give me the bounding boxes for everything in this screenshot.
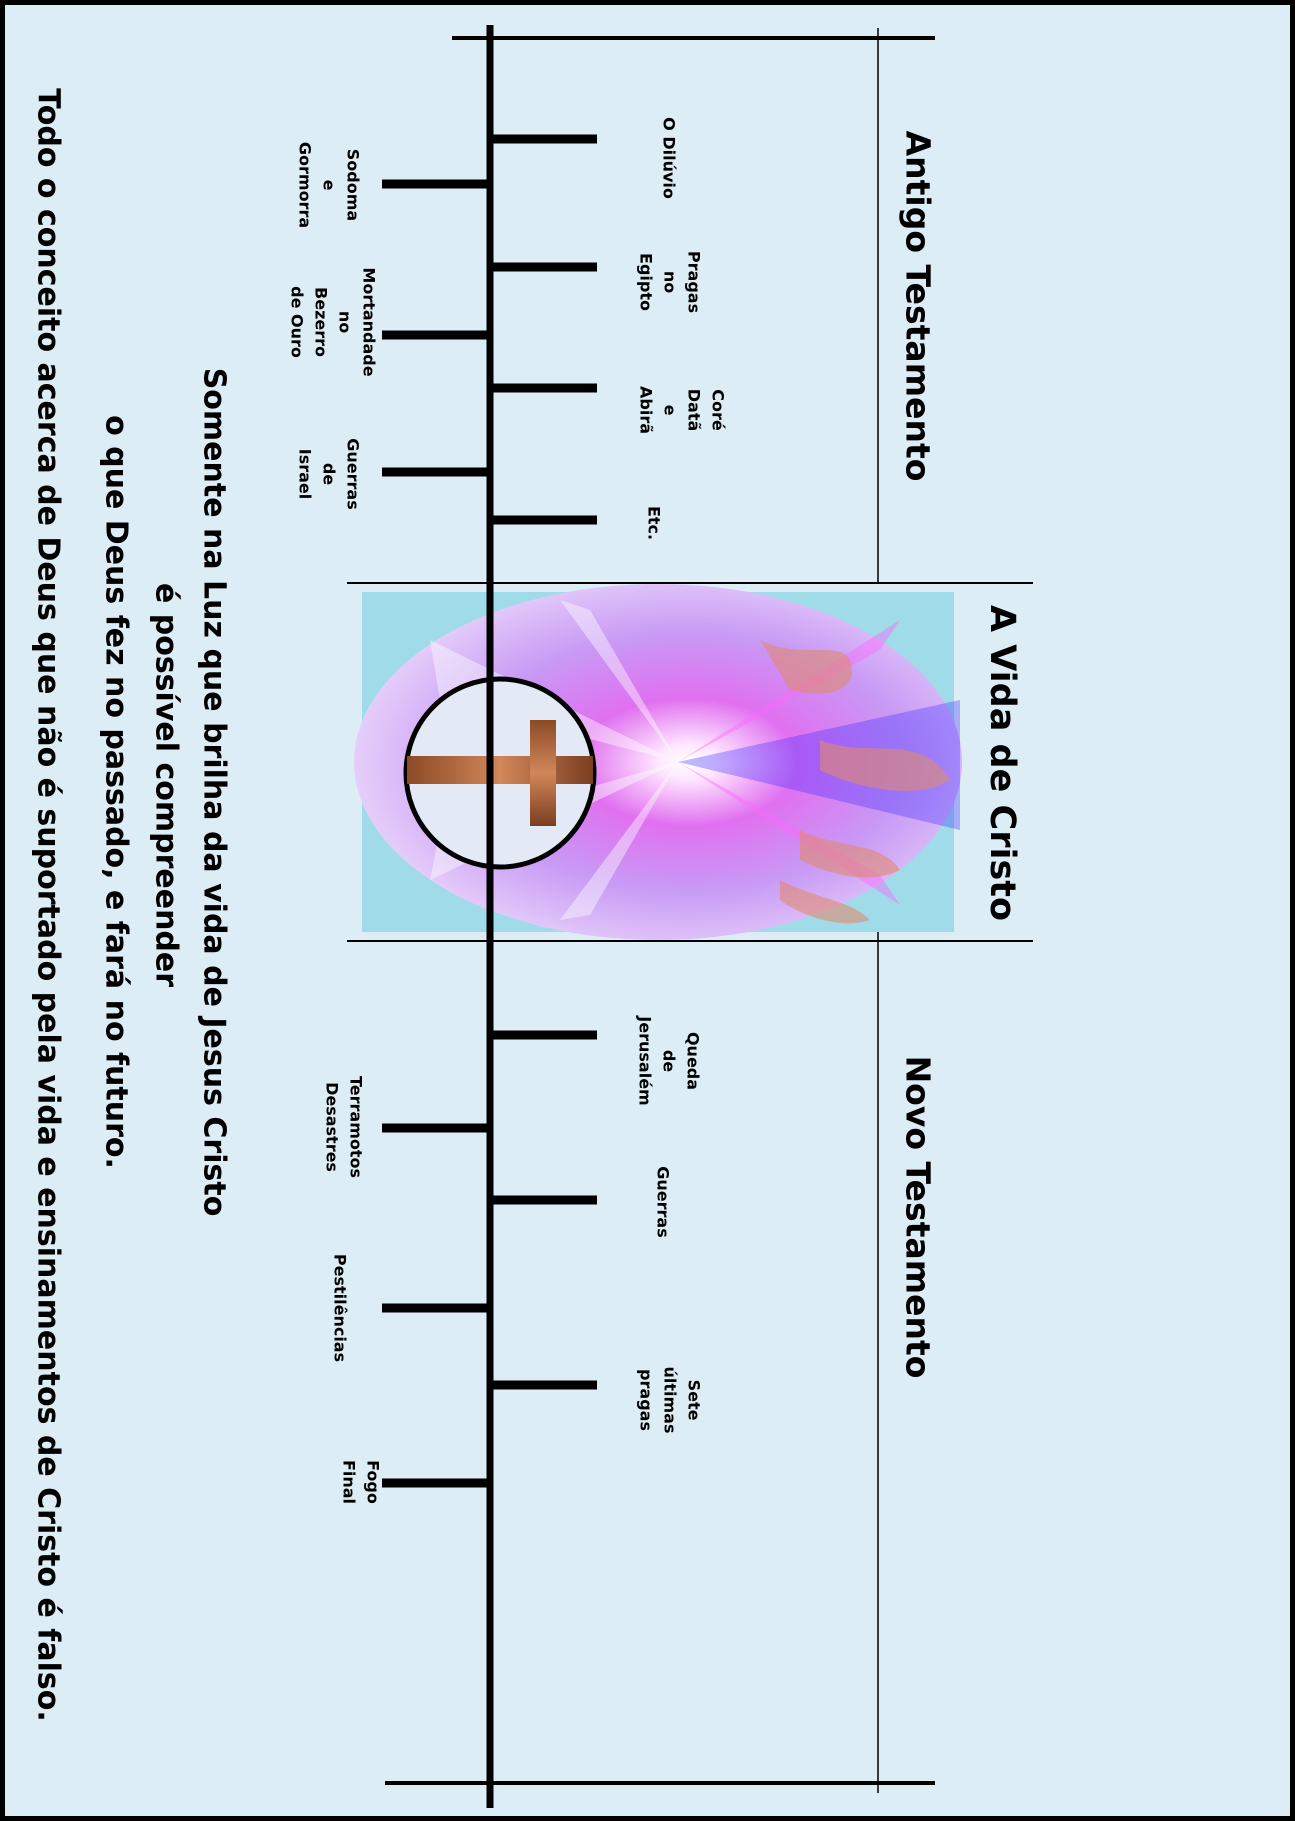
event-label-line: O Dilúvio <box>660 117 679 199</box>
ticks-left <box>382 179 490 1488</box>
event-etc: Etc. <box>645 506 664 540</box>
event-label-line: e <box>320 180 339 191</box>
event-label-line: de Ouro <box>288 286 307 358</box>
message-line-4: Todo o conceito acerca de Deus que não é… <box>31 88 66 1721</box>
event-labels: O DilúvioSodomaeGormorraPragasnoEgiptoMo… <box>288 117 728 1504</box>
event-label-line: e <box>661 405 680 416</box>
event-label-line: Gormorra <box>296 142 315 228</box>
event-label-line: no <box>336 311 355 333</box>
event-guerras-israel: Guerras de Israel <box>296 438 363 509</box>
event-label-line: Guerras <box>344 438 363 509</box>
event-label-line: Sete <box>685 1380 704 1421</box>
event-terramotos: Terramotos Desastres <box>323 1076 366 1178</box>
flames <box>760 640 950 924</box>
event-label-line: Fogo <box>364 1460 383 1504</box>
event-label-line: Jerusalém <box>636 1015 655 1105</box>
event-sete-pragas: Sete últimas pragas <box>637 1367 704 1434</box>
event-pestilencias: Pestilências <box>331 1254 350 1362</box>
event-label-line: Coré <box>709 389 728 431</box>
heading-life-of-christ: A Vida de Cristo <box>982 605 1022 921</box>
event-mortandade: Mortandade no Bezerro de Ouro <box>288 267 379 376</box>
message-line-1: Somente na Luz que brilha da vida de Jes… <box>197 368 232 1217</box>
heading-new-testament: Novo Testamento <box>899 1056 938 1379</box>
cross-crossbar <box>530 720 556 826</box>
event-label-line: últimas <box>661 1367 680 1434</box>
event-label-line: Pestilências <box>331 1254 350 1362</box>
event-label-line: Guerras <box>654 1166 673 1237</box>
heading-old-testament: Antigo Testamento <box>899 131 938 482</box>
event-fogo-final: Fogo Final <box>340 1460 383 1504</box>
event-label-line: Terramotos <box>347 1076 366 1178</box>
event-diluvio: O Dilúvio <box>660 117 679 199</box>
event-guerras-nt: Guerras <box>654 1166 673 1237</box>
event-label-line: no <box>661 271 680 293</box>
event-label-line: Desastres <box>323 1082 342 1172</box>
event-label-line: Pragas <box>685 251 704 313</box>
event-pragas-egito: Pragas no Egipto <box>637 251 704 313</box>
event-label-line: Bezerro <box>312 287 331 357</box>
event-label-line: Sodoma <box>344 149 363 221</box>
cross-upright <box>407 756 593 784</box>
event-label-line: Datã <box>685 389 704 432</box>
event-label-line: de <box>660 1050 679 1072</box>
event-label-line: Mortandade <box>360 267 379 376</box>
message-line-2: é possível compreender <box>149 583 184 987</box>
event-label-line: Final <box>340 1460 359 1504</box>
message-line-3: o que Deus fez no passado, e fará no fut… <box>99 415 134 1169</box>
light-of-christ-image <box>354 584 962 940</box>
event-label-line: Israel <box>296 449 315 500</box>
ticks-right <box>490 134 597 1390</box>
event-label-line: Etc. <box>645 506 664 540</box>
event-label-line: de <box>320 463 339 485</box>
event-label-line: Abirã <box>637 386 656 434</box>
event-label-line: Egipto <box>637 253 656 311</box>
event-label-line: pragas <box>637 1369 656 1431</box>
event-label-line: Queda <box>684 1032 703 1090</box>
